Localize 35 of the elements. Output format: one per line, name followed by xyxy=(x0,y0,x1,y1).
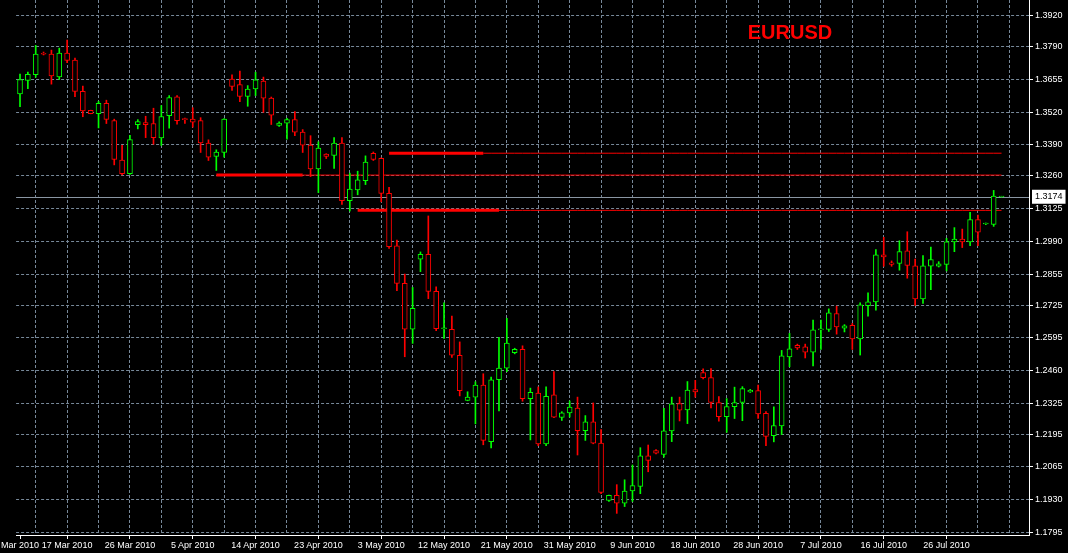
x-tick-label: 21 May 2010 xyxy=(480,539,533,550)
y-tick-label: 1.3655 xyxy=(1035,74,1063,85)
y-tick-label: 1.2855 xyxy=(1035,268,1063,279)
x-tick-label: 18 Jun 2010 xyxy=(670,539,721,550)
y-tick-label: 1.3790 xyxy=(1035,41,1063,52)
x-tick-label: 26 Mar 2010 xyxy=(104,539,156,550)
x-tick-label: 23 Apr 2010 xyxy=(294,539,343,550)
ref-line-label: 1.3174 xyxy=(1035,191,1063,202)
y-tick-label: 1.2990 xyxy=(1035,235,1063,246)
x-tick-label: 31 May 2010 xyxy=(543,539,596,550)
x-tick-label: 26 Jul 2010 xyxy=(923,539,970,550)
y-tick-label: 1.2595 xyxy=(1035,332,1063,343)
x-tick-label: 9 Jun 2010 xyxy=(610,539,655,550)
x-tick-label: 28 Jun 2010 xyxy=(733,539,783,550)
y-tick-label: 1.2725 xyxy=(1035,300,1063,311)
y-tick-label: 1.2195 xyxy=(1035,429,1063,440)
y-tick-label: 1.3260 xyxy=(1035,170,1063,181)
x-tick-label: 7 Jul 2010 xyxy=(800,539,842,550)
x-tick-label: 14 Apr 2010 xyxy=(231,539,280,550)
x-tick-label: 16 Jul 2010 xyxy=(860,539,908,550)
x-tick-label: 17 Mar 2010 xyxy=(41,539,93,550)
y-tick-label: 1.3520 xyxy=(1035,107,1063,118)
y-tick-label: 1.2065 xyxy=(1035,460,1063,471)
y-tick-label: 1.3390 xyxy=(1035,138,1063,149)
x-tick-label: Mar 2010 xyxy=(1,539,40,550)
y-tick-label: 1.3125 xyxy=(1035,203,1063,214)
x-tick-label: 3 May 2010 xyxy=(357,539,405,550)
x-tick-label: 12 May 2010 xyxy=(418,539,471,550)
text: EURUSD xyxy=(747,20,833,43)
y-tick-label: 1.1795 xyxy=(1035,526,1063,537)
x-tick-label: 5 Apr 2010 xyxy=(170,539,215,550)
y-tick-label: 1.1930 xyxy=(1035,493,1063,504)
y-tick-label: 1.3920 xyxy=(1035,9,1063,20)
y-tick-label: 1.2460 xyxy=(1035,364,1063,375)
y-tick-label: 1.2325 xyxy=(1035,397,1063,408)
